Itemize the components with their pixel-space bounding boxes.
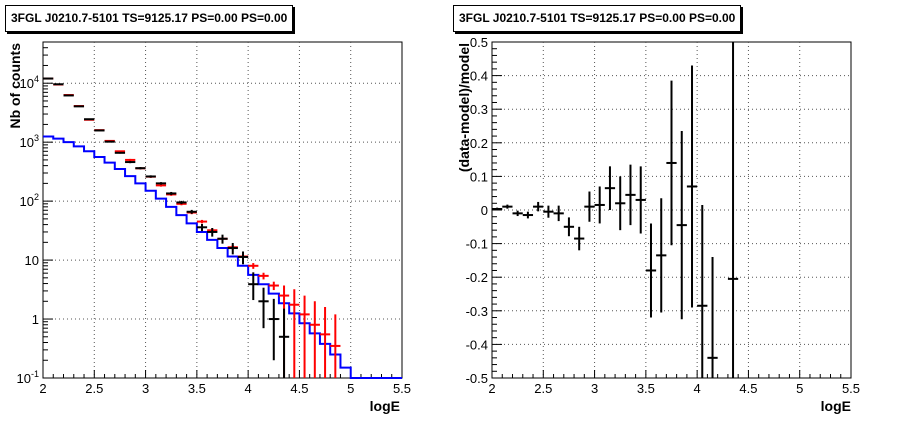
left-x-tick-label: 3.5 [188,381,206,396]
left-x-tick-label: 5 [347,381,354,396]
right-y-tick-label: 0.3 [470,102,488,117]
right-x-tick-label: 2 [488,381,495,396]
right-x-tick-label: 3 [591,381,598,396]
right-x-tick-label: 5.5 [842,381,860,396]
model-histogram-line [43,135,402,379]
left-y-tick-label: 103 [20,133,39,150]
left-x-tick-label: 2.5 [85,381,103,396]
right-y-tick-label: 0 [481,203,488,218]
left-plot: logE Nb of counts 2 2.5 3 3.5 4 4.5 5 5.5 10-1 1 1… [7,41,411,414]
right-chart-title: 3FGL J0210.7-5101 TS=9125.17 PS=0.00 PS=… [453,5,742,32]
left-x-axis-label: logE [370,398,400,414]
right-y-tick-label: 0.4 [470,69,488,84]
right-x-tick-label: 5 [796,381,803,396]
right-plot: logE (data-model)/model 2 2.5 3 3.5 4 4.5 5 5.5… [456,35,860,414]
left-x-tick-label: 4 [245,381,252,396]
left-x-tick-label: 5.5 [393,381,411,396]
left-chart-title: 3FGL J0210.7-5101 TS=9125.17 PS=0.00 PS=… [5,5,294,32]
left-y-axis-label: Nb of counts [7,43,23,129]
right-y-tick-label: 0.5 [470,35,488,50]
left-plot-frame [42,41,403,379]
left-x-tick-label: 3 [142,381,149,396]
right-x-tick-label: 4 [694,381,701,396]
right-x-tick-label: 2.5 [534,381,552,396]
right-y-tick-label: -0.1 [466,237,488,252]
right-y-tick-label: -0.5 [466,371,488,386]
right-y-axis-label: (data-model)/model [456,43,472,172]
right-y-tick-label: -0.2 [466,270,488,285]
left-y-tick-label: 104 [20,74,39,91]
left-y-tick-label: 10-1 [17,369,39,386]
right-y-tick-label: 0.2 [470,136,488,151]
left-y-tick-label: 10 [25,253,39,268]
right-y-tick-label: -0.4 [466,337,488,352]
right-x-tick-label: 3.5 [637,381,655,396]
left-y-tick-label: 102 [20,192,39,209]
left-x-tick-label: 2 [39,381,46,396]
right-x-axis-label: logE [821,398,851,414]
right-y-tick-label: 0.1 [470,169,488,184]
right-x-tick-label: 4.5 [739,381,757,396]
right-y-tick-label: -0.3 [466,304,488,319]
left-x-tick-label: 4.5 [290,381,308,396]
left-y-tick-label: 1 [32,312,39,327]
